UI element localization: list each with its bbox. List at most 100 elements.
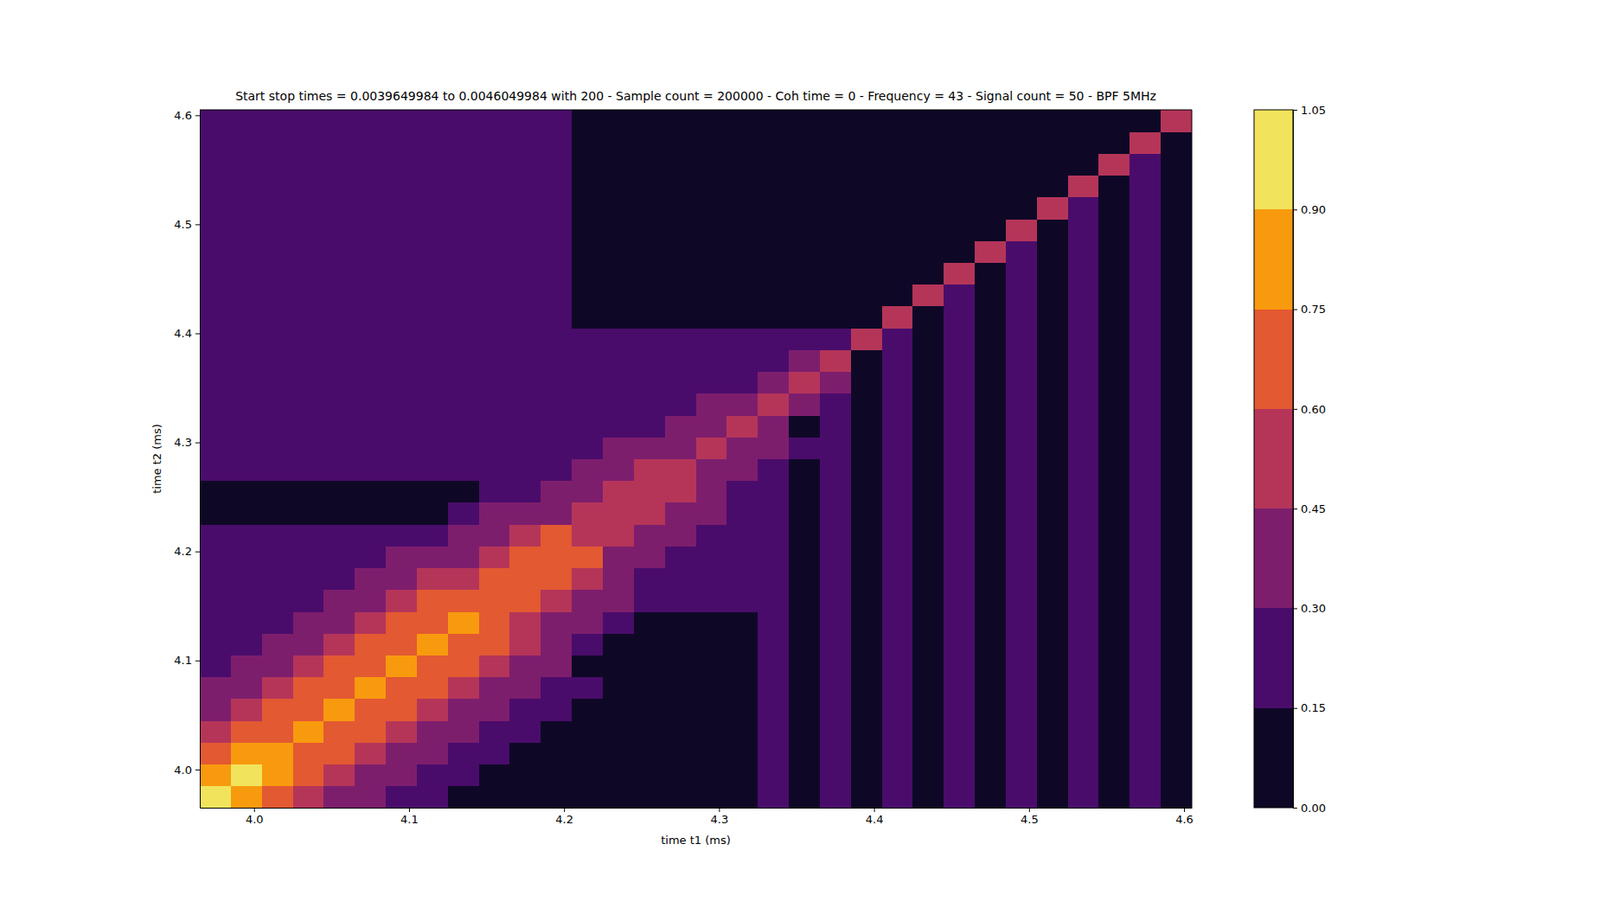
heatmap-cell — [509, 502, 541, 525]
heatmap-cell — [696, 284, 728, 308]
heatmap-cell — [1005, 415, 1037, 438]
heatmap-cell — [602, 742, 634, 765]
heatmap-cell — [602, 175, 634, 199]
chart: 4.04.14.24.34.44.54.64.04.14.24.34.44.54… — [0, 0, 1600, 908]
heatmap-cell — [757, 459, 789, 482]
heatmap-cell — [293, 698, 325, 722]
heatmap-cell — [323, 720, 355, 743]
heatmap-cell — [1068, 393, 1100, 416]
heatmap-cell — [633, 589, 666, 613]
heatmap-cell — [1068, 502, 1100, 525]
heatmap-cell — [1005, 436, 1037, 460]
heatmap-cell — [819, 262, 852, 286]
heatmap-cell — [354, 131, 386, 154]
heatmap-cell — [354, 197, 386, 220]
heatmap-cell — [323, 415, 355, 438]
heatmap-cell — [633, 545, 666, 569]
heatmap-cell — [1160, 502, 1192, 525]
heatmap-cell — [1098, 327, 1130, 351]
heatmap-cell — [882, 436, 914, 460]
heatmap-cell — [974, 131, 1006, 154]
tick: 0.60 — [1292, 403, 1326, 416]
heatmap-cell — [448, 262, 480, 286]
heatmap-cell — [633, 306, 666, 329]
heatmap-cell — [262, 654, 294, 678]
heatmap-cell — [354, 436, 386, 460]
tick: 4.1 — [400, 807, 419, 826]
tick-label: 0.60 — [1300, 403, 1326, 416]
heatmap-cell — [1005, 371, 1037, 395]
heatmap-cell — [571, 786, 603, 808]
heatmap-cell — [819, 568, 852, 591]
heatmap-cell — [788, 240, 820, 263]
heatmap-cell — [385, 371, 417, 395]
heatmap-cell — [819, 109, 852, 133]
heatmap-cell — [974, 284, 1006, 308]
heatmap-cell — [416, 764, 448, 788]
heatmap-cell — [974, 654, 1006, 678]
heatmap-cell — [230, 393, 263, 416]
heatmap-cell — [571, 611, 603, 634]
heatmap-cell — [571, 677, 603, 700]
heatmap-cell — [571, 349, 603, 372]
heatmap-cell — [943, 175, 975, 199]
heatmap-cell — [882, 677, 914, 700]
heatmap-cell — [665, 371, 697, 395]
tick-label: 4.2 — [173, 544, 192, 558]
heatmap-cell — [788, 633, 820, 656]
heatmap-cell — [912, 436, 944, 460]
y-axis-line — [199, 110, 201, 809]
heatmap-cell — [479, 545, 511, 569]
heatmap-cell — [1160, 589, 1192, 613]
heatmap-cell — [323, 480, 355, 504]
heatmap-cell — [354, 568, 386, 591]
heatmap-cell — [262, 480, 294, 504]
heatmap-cell — [293, 262, 325, 286]
heatmap-cell — [851, 677, 883, 700]
heatmap-cell — [974, 415, 1006, 438]
heatmap-cell — [974, 175, 1006, 199]
heatmap-cell — [230, 459, 263, 482]
heatmap-cell — [1129, 611, 1161, 634]
heatmap-cell — [448, 611, 480, 634]
heatmap-cell — [1036, 349, 1069, 372]
heatmap-cell — [1129, 109, 1161, 133]
tick-label: 4.0 — [173, 763, 192, 777]
heatmap-cell — [1129, 677, 1161, 700]
heatmap-cell — [1129, 415, 1161, 438]
heatmap-cell — [1005, 197, 1037, 220]
heatmap-cell — [416, 349, 448, 372]
tick: 4.5 — [1020, 807, 1039, 826]
heatmap-cell — [509, 654, 541, 678]
heatmap-cell — [448, 633, 480, 656]
heatmap-cell — [819, 436, 852, 460]
heatmap-cell — [479, 786, 511, 808]
heatmap-cell — [912, 175, 944, 199]
heatmap-cell — [912, 371, 944, 395]
heatmap-cell — [293, 545, 325, 569]
heatmap-cell — [416, 218, 448, 242]
heatmap-cell — [199, 175, 231, 199]
heatmap-cell — [1098, 480, 1130, 504]
heatmap-cell — [943, 393, 975, 416]
heatmap-cell — [540, 218, 572, 242]
tick-mark — [195, 224, 200, 225]
heatmap-cell — [602, 349, 634, 372]
heatmap-cell — [1098, 589, 1130, 613]
heatmap-cell — [726, 677, 758, 700]
heatmap-cell — [1036, 545, 1069, 569]
heatmap-cell — [354, 502, 386, 525]
heatmap-cell — [1098, 175, 1130, 199]
heatmap-cell — [757, 502, 789, 525]
heatmap-cell — [943, 415, 975, 438]
heatmap-cell — [974, 240, 1006, 263]
heatmap-cell — [479, 720, 511, 743]
heatmap-cell — [788, 131, 820, 154]
tick-label: 0.90 — [1300, 203, 1326, 217]
heatmap-cell — [943, 306, 975, 329]
heatmap-cell — [540, 742, 572, 765]
heatmap-cell — [540, 197, 572, 220]
heatmap-cell — [696, 371, 728, 395]
heatmap-cell — [385, 611, 417, 634]
heatmap-cell — [479, 654, 511, 678]
